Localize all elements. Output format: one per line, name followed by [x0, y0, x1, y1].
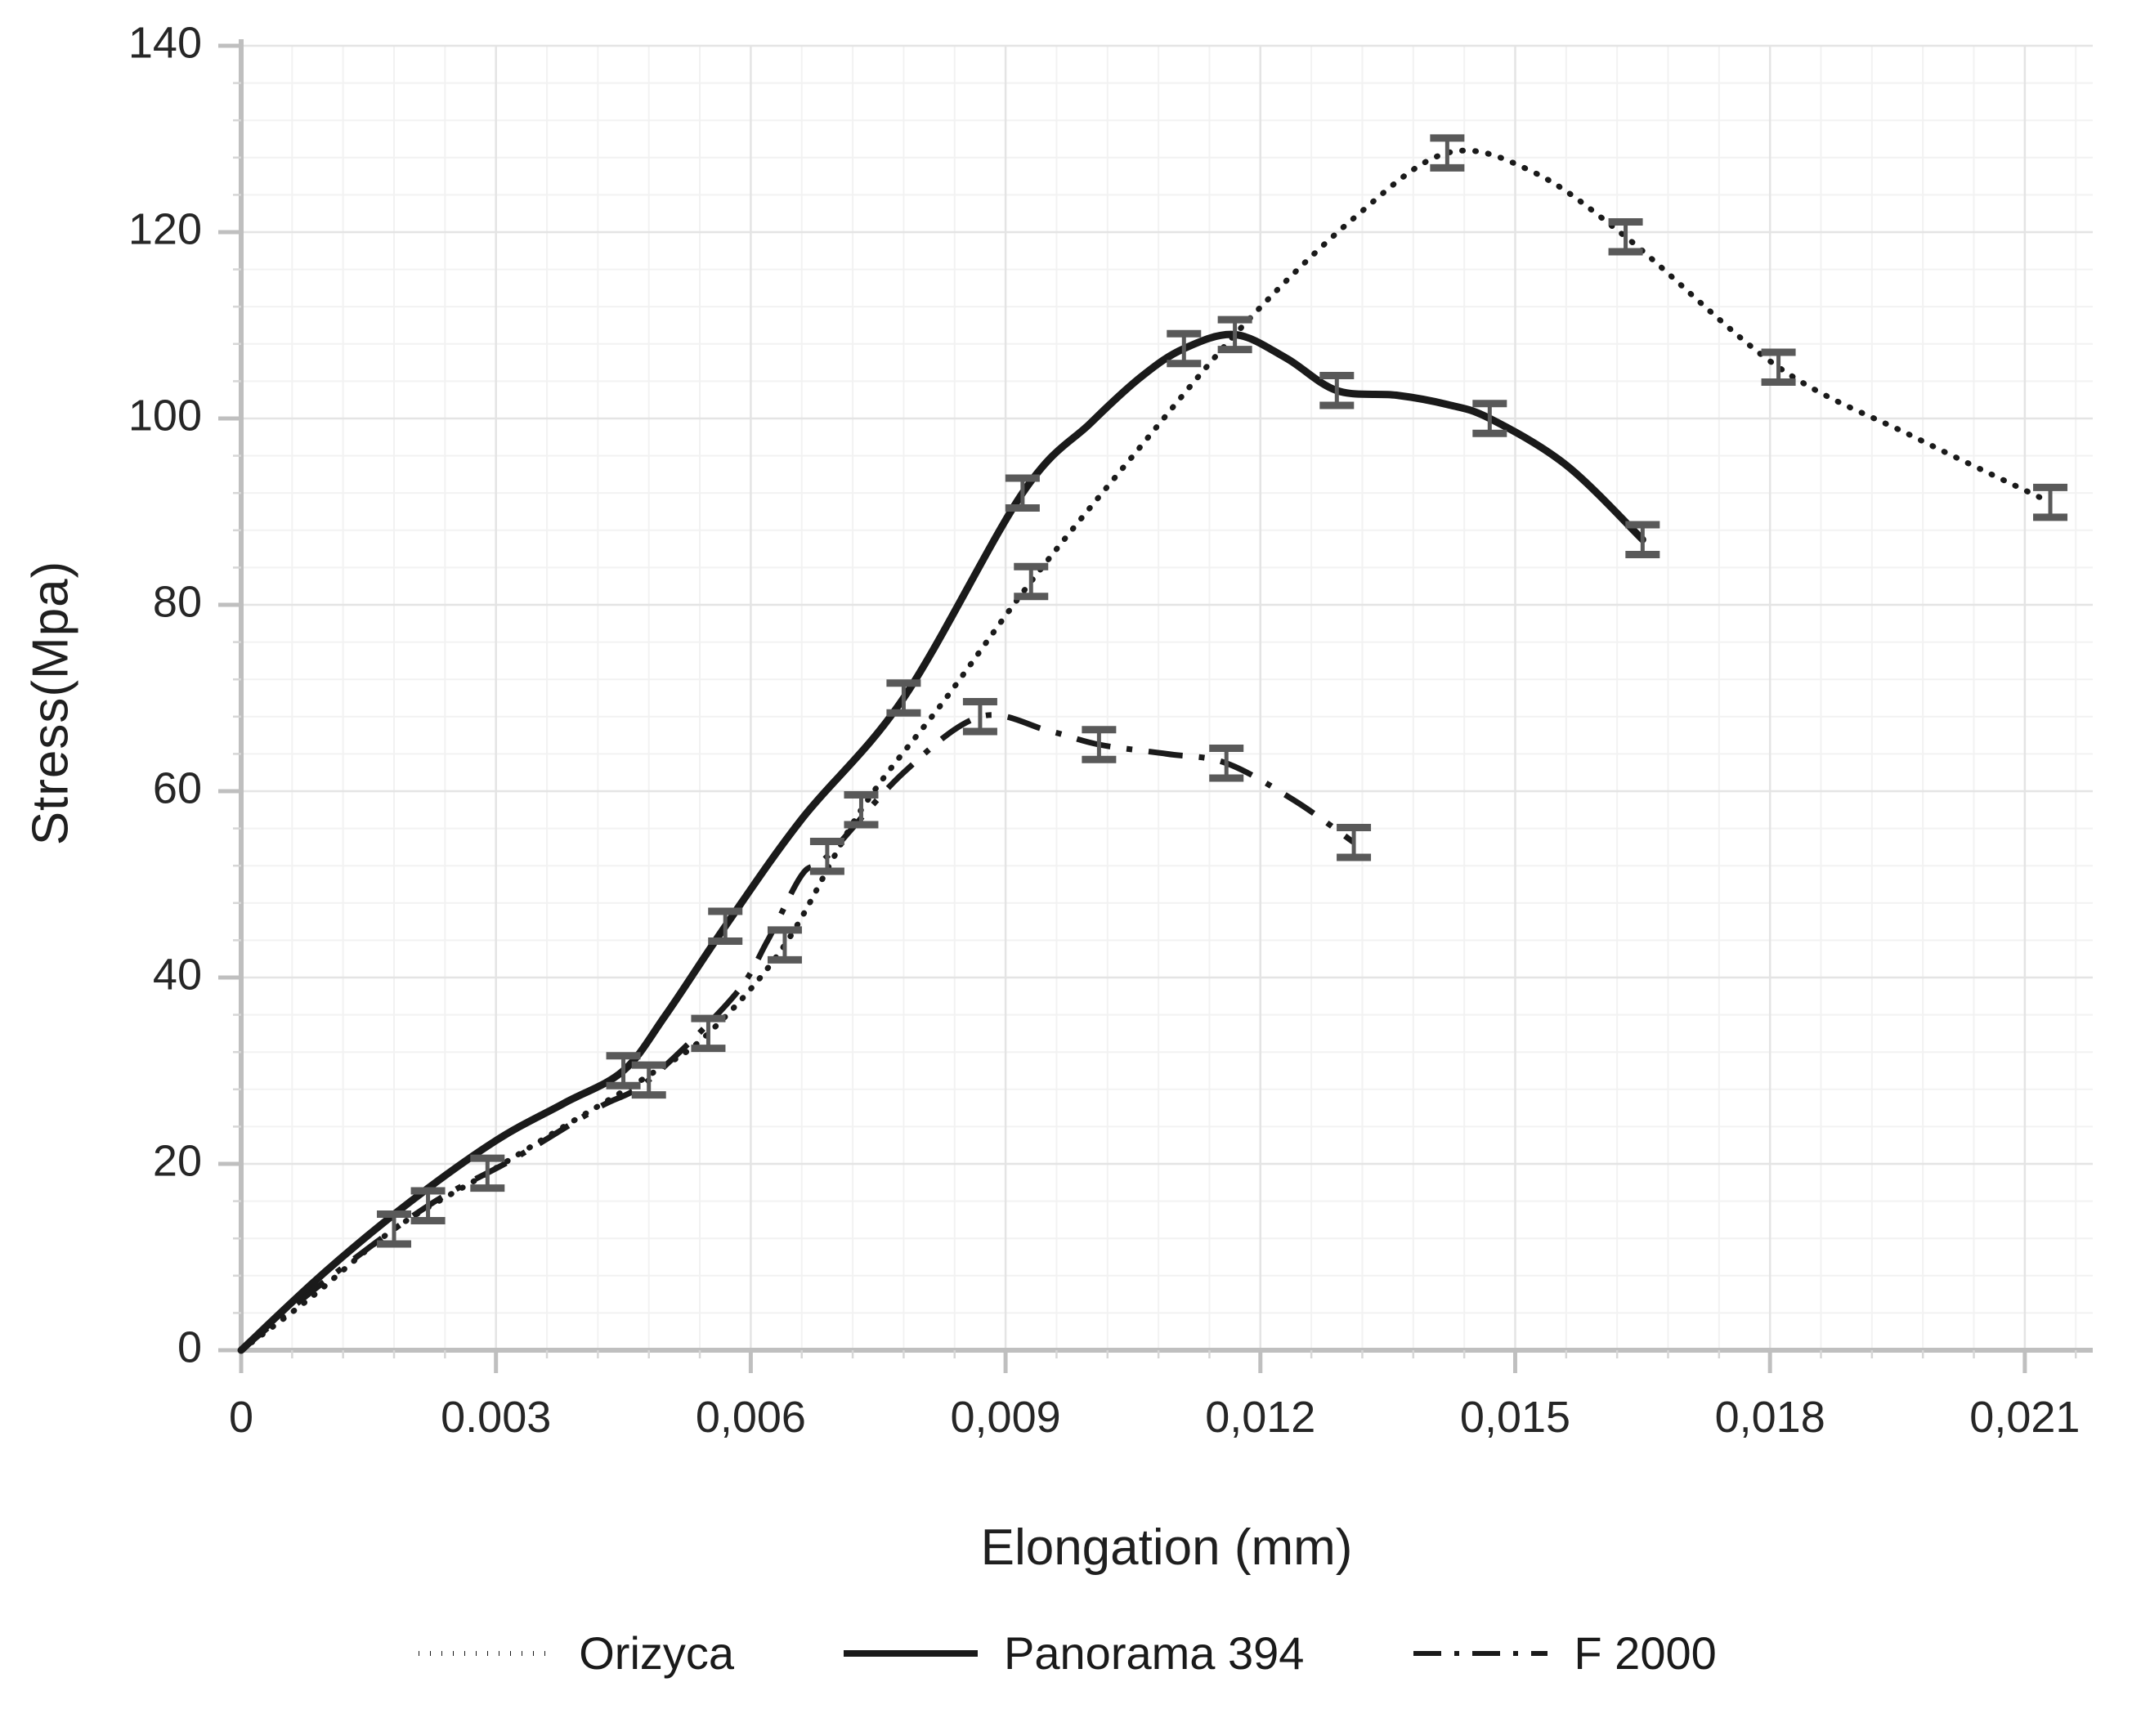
- svg-text:0,006: 0,006: [696, 1393, 806, 1442]
- svg-text:0,018: 0,018: [1715, 1393, 1825, 1442]
- svg-text:80: 80: [153, 577, 202, 626]
- legend-label-orizyca: Orizyca: [579, 1627, 735, 1679]
- dash-dot-line-swatch-icon: [1413, 1650, 1548, 1656]
- svg-text:60: 60: [153, 763, 202, 812]
- legend-label-f-2000: F 2000: [1574, 1627, 1717, 1679]
- svg-text:140: 140: [128, 18, 202, 67]
- y-axis-title: Stress(Mpa): [22, 560, 79, 846]
- svg-text:0,021: 0,021: [1969, 1393, 2080, 1442]
- svg-text:100: 100: [128, 391, 202, 440]
- svg-text:40: 40: [153, 950, 202, 999]
- legend-item-orizyca: Orizyca: [415, 1626, 734, 1680]
- legend-item-panorama-394: Panorama 394: [840, 1626, 1304, 1680]
- solid-line-swatch-icon: [844, 1649, 979, 1657]
- stress-elongation-chart: 0 20 40 60 80 100 120 140 0 0.003 0,006 0,009 0,012 0…: [128, 18, 2093, 1442]
- legend-item-f-2000: F 2000: [1410, 1626, 1717, 1680]
- x-axis-title: Elongation (mm): [980, 1519, 1353, 1576]
- svg-text:0: 0: [177, 1322, 202, 1371]
- legend: Orizyca Panorama 394 F 2000: [0, 1626, 2132, 1680]
- svg-text:0: 0: [229, 1393, 253, 1442]
- svg-text:0.003: 0.003: [441, 1393, 551, 1442]
- svg-text:120: 120: [128, 204, 202, 253]
- svg-text:0,012: 0,012: [1205, 1393, 1315, 1442]
- legend-label-panorama-394: Panorama 394: [1004, 1627, 1305, 1679]
- svg-text:0,015: 0,015: [1460, 1393, 1570, 1442]
- svg-text:20: 20: [153, 1136, 202, 1185]
- dotted-line-swatch-icon: [419, 1650, 553, 1656]
- svg-text:0,009: 0,009: [951, 1393, 1061, 1442]
